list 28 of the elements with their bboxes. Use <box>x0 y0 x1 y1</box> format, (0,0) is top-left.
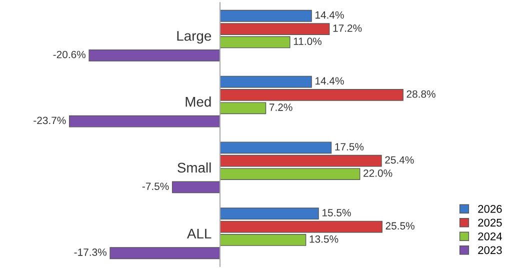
data-label: 17.5% <box>335 143 364 150</box>
data-label: -7.5% <box>142 182 169 190</box>
y-tick-label: ALL <box>186 228 212 238</box>
data-label: 17.2% <box>333 24 362 32</box>
data-label: 22.0% <box>364 169 392 177</box>
data-label: 14.4% <box>316 77 344 85</box>
y-tick-label: Small <box>178 162 211 173</box>
bar <box>110 247 220 260</box>
y-tick-label: Large <box>177 31 212 44</box>
data-label: 25.4% <box>385 156 414 164</box>
y-tick-label: Med <box>186 96 211 107</box>
legend-label: 2026 <box>478 204 502 213</box>
data-label: 28.8% <box>406 90 436 98</box>
legend-label: 2025 <box>478 218 502 227</box>
data-label: 14.4% <box>316 11 344 19</box>
bar <box>68 115 220 128</box>
legend-label: 2024 <box>478 232 502 240</box>
bar <box>88 49 220 62</box>
legend-label: 2023 <box>478 246 502 254</box>
data-label: -20.6% <box>53 50 86 58</box>
data-label: -23.7% <box>34 116 66 124</box>
data-label: 11.0% <box>294 38 322 46</box>
bar <box>172 181 220 194</box>
data-label: 7.2% <box>269 104 292 111</box>
data-label: -17.3% <box>74 248 106 256</box>
data-label: 15.5% <box>322 209 351 216</box>
data-label: 25.5% <box>386 222 414 230</box>
data-label: 13.5% <box>310 235 338 243</box>
